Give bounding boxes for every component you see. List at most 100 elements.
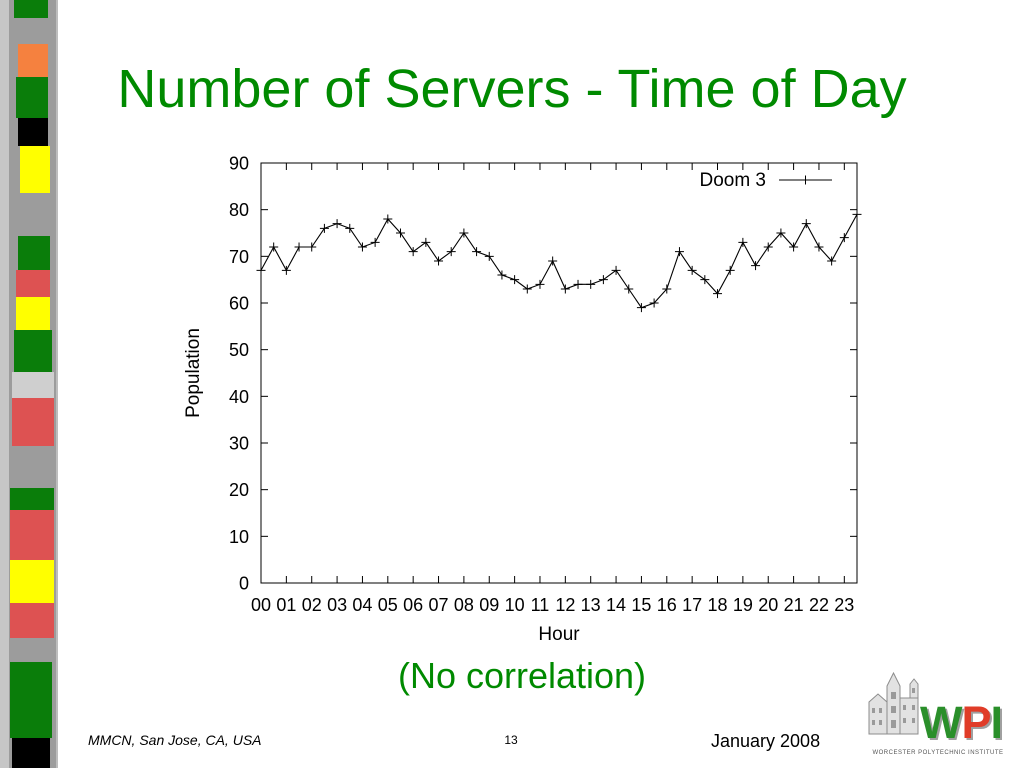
data-point <box>700 275 710 285</box>
data-point <box>383 214 393 224</box>
decor-block <box>10 662 52 738</box>
data-point <box>687 265 697 275</box>
x-tick-label: 10 <box>505 595 525 615</box>
data-point <box>662 284 672 294</box>
x-axis-label: Hour <box>538 624 580 645</box>
y-tick-label: 60 <box>229 294 249 314</box>
x-tick-label: 00 <box>251 595 271 615</box>
logo-letter-w: W <box>920 697 962 748</box>
data-point <box>649 298 659 308</box>
building-inner-lines <box>869 697 918 735</box>
footer-location: MMCN, San Jose, CA, USA <box>88 732 262 748</box>
data-point <box>636 303 646 313</box>
data-point <box>573 279 583 289</box>
x-tick-label: 14 <box>606 595 626 615</box>
y-tick-label: 70 <box>229 247 249 267</box>
data-point <box>598 275 608 285</box>
decor-block <box>18 236 50 270</box>
y-tick-label: 20 <box>229 480 249 500</box>
x-tick-label: 02 <box>302 595 322 615</box>
x-tick-label: 03 <box>327 595 347 615</box>
data-point <box>357 242 367 252</box>
wpi-logo: WPI WORCESTER POLYTECHNIC INSTITUTE <box>866 672 1010 758</box>
y-tick-label: 50 <box>229 340 249 360</box>
data-point <box>395 228 405 238</box>
data-point <box>319 223 329 233</box>
data-point <box>446 247 456 257</box>
data-point <box>725 265 735 275</box>
data-point <box>763 242 773 252</box>
decor-block <box>10 510 54 560</box>
footer-date: January 2008 <box>711 731 821 751</box>
x-tick-label: 15 <box>631 595 651 615</box>
data-point <box>751 261 761 271</box>
data-point <box>624 284 634 294</box>
x-tick-label: 05 <box>378 595 398 615</box>
x-tick-label: 16 <box>657 595 677 615</box>
x-tick-label: 08 <box>454 595 474 615</box>
x-tick-label: 13 <box>581 595 601 615</box>
data-point <box>294 242 304 252</box>
building-windows <box>872 688 915 728</box>
y-tick-label: 0 <box>239 574 249 594</box>
data-point <box>345 223 355 233</box>
y-axis-label: Population <box>183 328 204 418</box>
data-point <box>408 247 418 257</box>
decor-block <box>16 270 50 297</box>
data-point <box>510 275 520 285</box>
y-tick-label: 90 <box>229 154 249 174</box>
decor-block <box>10 560 54 603</box>
decor-block <box>10 488 54 510</box>
decor-block <box>20 146 50 193</box>
legend-marker <box>801 175 810 185</box>
data-point <box>332 219 342 229</box>
x-tick-label: 20 <box>758 595 778 615</box>
logo-wordmark: WPI <box>920 697 1003 748</box>
data-point <box>535 279 545 289</box>
data-point <box>713 289 723 299</box>
x-tick-label: 18 <box>707 595 727 615</box>
data-point <box>674 247 684 257</box>
data-point <box>307 242 317 252</box>
decor-block <box>16 297 50 330</box>
data-point <box>560 284 570 294</box>
strip-rim <box>56 0 58 768</box>
x-tick-label: 22 <box>809 595 829 615</box>
x-tick-label: 07 <box>429 595 449 615</box>
data-point <box>839 233 849 243</box>
logo-letter-p: P <box>961 697 991 748</box>
data-point <box>611 265 621 275</box>
decor-block <box>12 372 54 398</box>
x-tick-label: 12 <box>555 595 575 615</box>
data-point <box>586 279 596 289</box>
x-tick-label: 21 <box>784 595 804 615</box>
decor-block <box>18 118 48 146</box>
slide-caption: (No correlation) <box>397 655 647 696</box>
decor-block <box>14 0 48 18</box>
data-point <box>370 237 380 247</box>
y-tick-label: 30 <box>229 434 249 454</box>
line-chart: 0 10 20 30 40 50 60 70 80 90 00 01 02 03 04 05 06 07 08 09 1… <box>183 154 862 645</box>
decor-block <box>12 738 50 768</box>
data-point <box>814 242 824 252</box>
data-point <box>269 242 279 252</box>
x-tick-label: 19 <box>733 595 753 615</box>
decor-block <box>14 330 52 372</box>
y-tick-label: 80 <box>229 200 249 220</box>
logo-building-icon <box>868 672 919 735</box>
data-point <box>522 284 532 294</box>
data-point <box>256 265 266 275</box>
x-tick-label: 23 <box>834 595 854 615</box>
data-point <box>421 237 431 247</box>
data-point <box>472 247 482 257</box>
data-point <box>776 228 786 238</box>
x-tick-label: 01 <box>276 595 296 615</box>
legend-label: Doom 3 <box>699 170 766 191</box>
data-point <box>484 251 494 261</box>
data-point <box>801 219 811 229</box>
strip-edge <box>0 0 9 768</box>
page-number: 13 <box>504 733 518 747</box>
decor-block <box>18 44 48 77</box>
data-point <box>738 237 748 247</box>
slide-title: Number of Servers - Time of Day <box>117 59 907 119</box>
